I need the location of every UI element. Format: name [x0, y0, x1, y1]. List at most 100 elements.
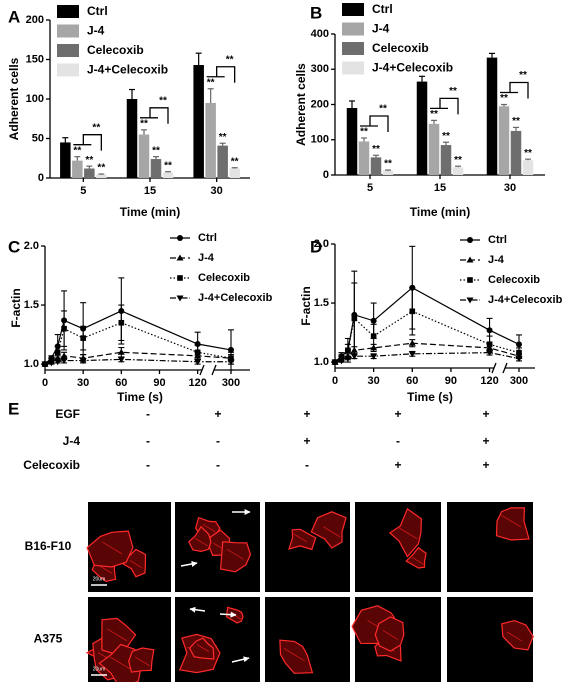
legend-label: J-4+Celecoxib	[198, 292, 273, 304]
x-tick-label: 5	[80, 185, 86, 197]
legend-label: Celecoxib	[488, 274, 540, 286]
legend-label: Ctrl	[488, 234, 507, 246]
x-tick-label: 30	[211, 185, 223, 197]
marker	[408, 339, 416, 346]
bar	[150, 159, 162, 178]
cell-fiber	[283, 648, 305, 662]
legend-label: J-4	[198, 252, 215, 264]
bar	[522, 160, 534, 175]
cell	[388, 507, 423, 558]
bar	[510, 130, 522, 175]
series-line	[334, 352, 520, 363]
axis-break	[502, 362, 508, 374]
axis-break	[199, 364, 205, 376]
marker	[227, 359, 235, 366]
micrograph	[85, 597, 171, 682]
y-tick-label: 50	[32, 132, 44, 144]
x-tick-label: 0	[332, 375, 338, 387]
bar	[440, 145, 452, 175]
treatment-sign: +	[394, 407, 401, 421]
legend-label: Ctrl	[87, 4, 108, 18]
significance-label: **	[207, 77, 215, 88]
panel-label: C	[8, 237, 20, 256]
y-tick-label: 400	[311, 28, 329, 40]
micrograph	[351, 597, 441, 682]
significance-label: **	[430, 109, 438, 120]
legend-swatch	[342, 61, 364, 75]
y-axis-label: Adherent cells	[294, 63, 308, 146]
series-line	[44, 310, 232, 365]
bar	[60, 142, 71, 178]
x-axis-label: Time (s)	[117, 390, 163, 404]
cell-fiber	[382, 630, 399, 640]
bar	[96, 174, 107, 178]
marker	[467, 277, 473, 283]
marker	[466, 297, 474, 304]
cell-fiber	[226, 548, 244, 560]
significance-label: **	[73, 145, 81, 156]
y-tick-label: 300	[311, 63, 329, 75]
y-tick-label: 1.5	[314, 297, 329, 309]
series-line	[44, 358, 231, 365]
marker	[409, 308, 416, 315]
y-axis-label: F-actin	[9, 288, 23, 327]
cell-fiber	[196, 644, 210, 652]
axis-break	[211, 364, 217, 376]
treatment-sign: +	[303, 407, 310, 421]
bracket-label: **	[379, 104, 387, 115]
marker	[117, 348, 125, 355]
legend-swatch	[57, 63, 79, 77]
marker	[370, 353, 378, 360]
legend-label: Celecoxib	[87, 43, 144, 57]
marker	[176, 254, 184, 261]
micrograph	[86, 502, 171, 592]
micrograph	[355, 502, 441, 592]
cell-fiber	[129, 560, 143, 569]
cell-line-label: A375	[34, 632, 63, 646]
row-header: Celecoxib	[23, 458, 80, 472]
treatment-sign: +	[303, 434, 310, 448]
bar	[217, 145, 228, 178]
y-axis-label: Adherent cells	[7, 57, 21, 140]
marker	[177, 275, 183, 281]
micrograph	[175, 597, 260, 682]
bracket	[73, 134, 102, 151]
cell-line-label: B16-F10	[25, 539, 72, 553]
cell-fiber	[134, 656, 150, 667]
series-line	[44, 351, 232, 365]
marker	[344, 356, 352, 363]
cell-fiber	[99, 565, 113, 574]
x-tick-label: 30	[368, 375, 380, 387]
marker	[467, 237, 473, 243]
marker	[194, 349, 201, 356]
y-tick-label: 0	[323, 169, 329, 181]
treatment-sign: -	[216, 458, 220, 472]
cell-fiber	[506, 631, 523, 642]
marker	[54, 349, 61, 356]
marker	[370, 317, 377, 324]
bar	[358, 141, 370, 175]
marker	[228, 355, 234, 361]
arrow	[219, 611, 237, 618]
bar	[416, 81, 428, 175]
marker	[486, 350, 494, 357]
marker	[345, 347, 351, 354]
significance-label: **	[164, 160, 172, 171]
cell-fiber	[107, 628, 128, 642]
bar	[72, 160, 83, 178]
cell	[279, 639, 314, 674]
treatment-sign: +	[482, 407, 489, 421]
legend-label: J-4+Celecoxib	[488, 294, 563, 306]
axis-break	[491, 362, 497, 374]
marker	[60, 352, 68, 359]
treatment-sign: +	[482, 434, 489, 448]
bar	[126, 99, 138, 178]
series-line	[44, 322, 232, 365]
bracket	[430, 97, 459, 115]
row-header: J-4	[63, 434, 81, 448]
row-header: EGF	[55, 407, 80, 421]
micrograph	[265, 597, 350, 682]
x-tick-label: 30	[77, 377, 89, 389]
x-tick-label: 15	[434, 182, 446, 194]
x-tick-label: 30	[504, 182, 516, 194]
